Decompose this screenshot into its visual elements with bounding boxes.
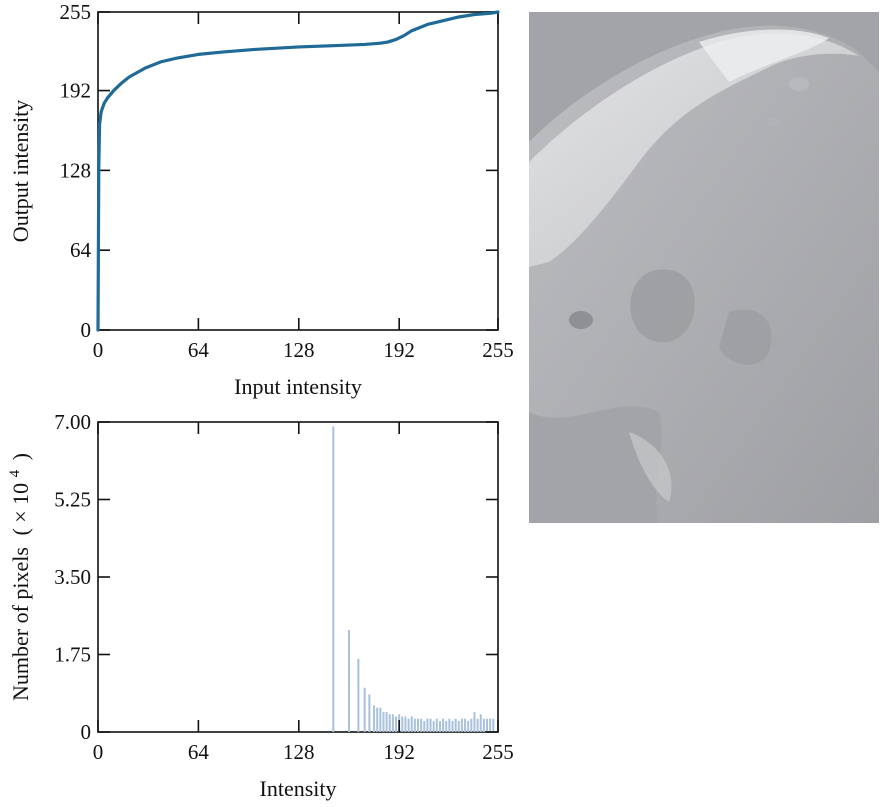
- plot-frame: [97, 421, 499, 733]
- x-tick-label: 128: [283, 338, 315, 362]
- y-tick-label: 0: [81, 318, 92, 342]
- y-tick-label: 255: [60, 0, 92, 24]
- y-axis-title-main: Number of pixels: [8, 547, 33, 701]
- transformation-curve: [96, 10, 500, 332]
- histogram-chart: 0 64 128 192 255 0 1.75 3.50 5.25 7.00 Intensity…: [0, 410, 514, 801]
- x-axis-title: Intensity: [260, 776, 337, 801]
- x-tick-label: 192: [383, 740, 415, 764]
- x-tick-label: 64: [188, 740, 210, 764]
- y-axis-title: Number of pixels ( × 10 4 ): [0, 453, 33, 701]
- moon-surface-image: [529, 12, 879, 523]
- x-tick-label: 192: [383, 338, 415, 362]
- x-tick-label: 255: [482, 740, 514, 764]
- x-tick-label: 255: [482, 338, 514, 362]
- plot-frame: [97, 11, 499, 331]
- x-tick-label: 0: [93, 740, 104, 764]
- x-tick-label: 64: [188, 338, 210, 362]
- y-tick-label: 1.75: [54, 643, 91, 667]
- y-tick-label: 64: [70, 238, 92, 262]
- transformation-chart: 0 64 128 192 255 0 64 128 192 255 Input intensit…: [8, 0, 514, 399]
- x-tick-label: 128: [283, 740, 315, 764]
- x-axis-title: Input intensity: [234, 374, 362, 399]
- y-tick-label: 192: [60, 79, 92, 103]
- y-axis-title-unit: ( × 10: [8, 483, 33, 536]
- x-tick-label: 0: [93, 338, 104, 362]
- y-tick-label: 5.25: [54, 488, 91, 512]
- y-tick-label: 7.00: [54, 410, 91, 434]
- y-tick-label: 0: [81, 720, 92, 744]
- y-axis-title-close: ): [8, 453, 33, 460]
- y-tick-label: 3.50: [54, 565, 91, 589]
- y-tick-label: 128: [60, 158, 92, 182]
- y-axis-title: Output intensity: [8, 100, 33, 242]
- y-axis-title-exponent: 4: [7, 469, 23, 477]
